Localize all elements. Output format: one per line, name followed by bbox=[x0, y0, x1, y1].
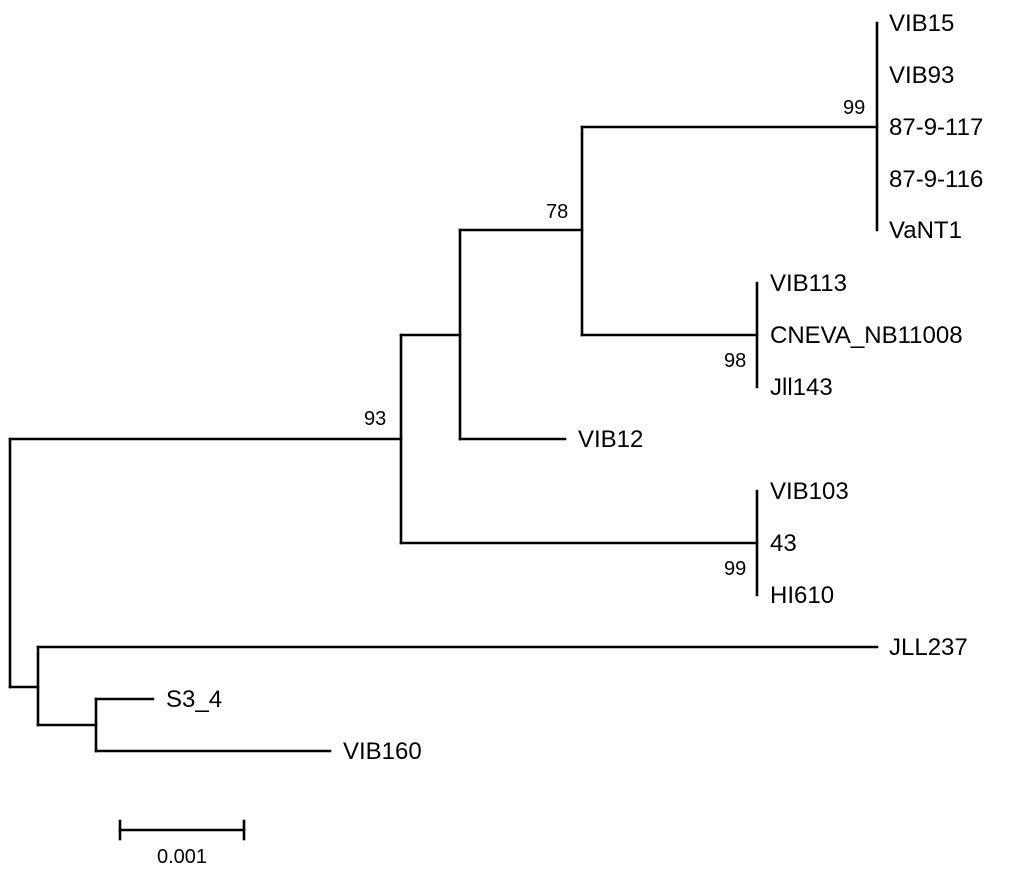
bootstrap-label-99-lower: 99 bbox=[724, 558, 746, 580]
leaf-label-jll143: Jll143 bbox=[770, 374, 833, 401]
leaf-label-jll237: JLL237 bbox=[889, 634, 968, 661]
leaf-label-vib12: VIB12 bbox=[578, 426, 643, 453]
bootstrap-label-93: 93 bbox=[364, 408, 386, 430]
leaf-label-vib15: VIB15 bbox=[889, 10, 954, 37]
leaf-label-87-9-116: 87-9-116 bbox=[889, 166, 983, 193]
scale-bar: 0.001 bbox=[118, 819, 246, 868]
leaf-label-cneva-nb11008: CNEVA_NB11008 bbox=[770, 322, 963, 349]
leaf-label-vant1: VaNT1 bbox=[889, 217, 962, 244]
leaf-label-87-9-117: 87-9-117 bbox=[889, 114, 983, 141]
leaf-label-s3-4: S3_4 bbox=[166, 686, 222, 713]
scale-bar-label: 0.001 bbox=[157, 846, 207, 868]
leaf-label-vib93: VIB93 bbox=[889, 62, 954, 89]
bootstrap-label-99-upper: 99 bbox=[843, 97, 865, 119]
leaf-label-vib113: VIB113 bbox=[770, 270, 847, 297]
bootstrap-label-78: 78 bbox=[546, 201, 568, 223]
leaf-label-hi610: HI610 bbox=[770, 582, 834, 609]
bootstrap-label-98: 98 bbox=[724, 350, 746, 372]
leaf-label-vib103: VIB103 bbox=[770, 478, 849, 505]
leaf-label-vib160: VIB160 bbox=[343, 738, 422, 765]
leaf-label-43: 43 bbox=[770, 530, 797, 557]
